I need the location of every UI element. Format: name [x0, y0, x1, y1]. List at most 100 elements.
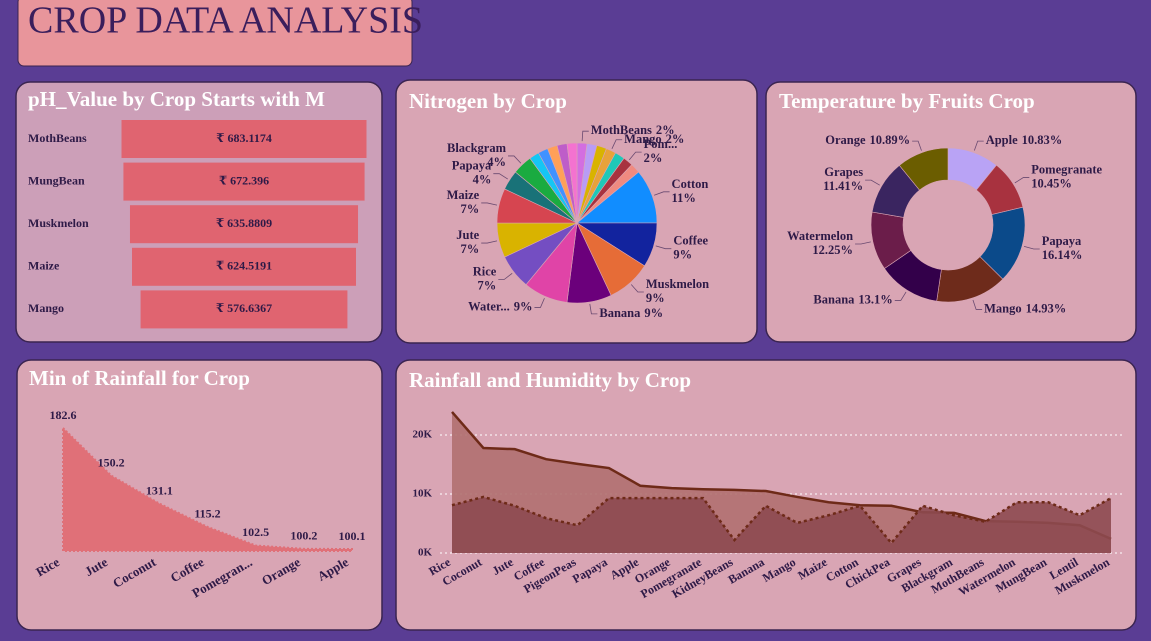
- leader-line: [654, 191, 670, 196]
- leader-line: [865, 179, 880, 186]
- category-label: MothBeans: [591, 123, 652, 137]
- leader-line: [973, 140, 984, 151]
- value-label: 14.93%: [1026, 301, 1067, 315]
- leader-line: [912, 140, 922, 151]
- value-label: 7%: [478, 278, 497, 292]
- slice-label: Maize 7%: [447, 188, 480, 216]
- value-label: ₹ 683.1174: [216, 131, 272, 145]
- category-label: MothBeans: [28, 131, 87, 145]
- category-label: Watermelon: [787, 229, 853, 243]
- category-label: Orange: [825, 133, 866, 147]
- data-label: 182.6: [50, 408, 77, 422]
- leader-line: [493, 173, 508, 180]
- value-label: 4%: [487, 155, 506, 169]
- value-label: ₹ 672.396: [219, 173, 269, 187]
- y-tick-label: 20K: [412, 429, 432, 441]
- leader-line: [589, 303, 598, 315]
- data-label: 150.2: [98, 455, 125, 469]
- data-label: 115.2: [194, 507, 220, 521]
- leader-line: [534, 298, 545, 308]
- category-label: Mango: [28, 301, 64, 315]
- slice-label: Apple 10.83%: [986, 133, 1063, 147]
- leader-line: [972, 299, 983, 310]
- value-label: 2%: [666, 132, 685, 146]
- area: [452, 496, 1111, 553]
- category-label: Banana: [813, 292, 855, 306]
- value-label: ₹ 576.6367: [216, 301, 272, 315]
- value-label: ₹ 624.5191: [216, 259, 272, 273]
- chart-title: Temperature by Fruits Crop: [779, 89, 1035, 113]
- slice-label: Papaya 16.14%: [1042, 234, 1083, 262]
- slice-label: Watermelon 12.25%: [787, 229, 853, 257]
- chart-title: Rainfall and Humidity by Crop: [409, 368, 691, 392]
- category-label: Grapes: [824, 165, 863, 179]
- slice-label: Mango 2%: [624, 132, 684, 146]
- slice: [898, 147, 949, 191]
- data-label: 131.1: [146, 483, 173, 497]
- leader-line: [855, 241, 871, 245]
- chart-title: Min of Rainfall for Crop: [29, 366, 250, 390]
- value-label: 10.83%: [1022, 133, 1063, 147]
- slice-label: Muskmelon 9%: [646, 277, 709, 305]
- slice-label: Banana 9%: [599, 306, 663, 320]
- value-label: 9%: [514, 299, 533, 313]
- category-label: Apple: [986, 133, 1018, 147]
- category-label: Blackgram: [447, 141, 507, 155]
- category-label: Water...: [468, 299, 510, 313]
- value-label: 9%: [646, 291, 665, 305]
- category-label: Papaya: [1042, 234, 1082, 248]
- y-tick-label: 0K: [418, 547, 433, 559]
- slice-label: Papaya 4%: [452, 159, 492, 187]
- chart-title: Nitrogen by Crop: [409, 89, 567, 113]
- slice-label: Water... 9%: [468, 299, 532, 313]
- value-label: 9%: [644, 306, 663, 320]
- value-label: 9%: [673, 248, 692, 262]
- category-label: Maize: [28, 259, 60, 273]
- value-label: 16.14%: [1042, 248, 1083, 262]
- leader-line: [1023, 245, 1040, 250]
- value-label: 4%: [473, 173, 492, 187]
- bar: [140, 290, 348, 329]
- leader-line: [481, 202, 498, 206]
- slice-label: Banana 13.1%: [813, 292, 892, 306]
- category-label: Papaya: [452, 159, 492, 173]
- bar: [132, 247, 356, 286]
- value-label: 7%: [460, 202, 479, 216]
- slice-label: Blackgram 4%: [447, 141, 507, 169]
- value-label: 12.25%: [812, 243, 853, 257]
- chart-title: pH_Value by Crop Starts with M: [28, 87, 325, 111]
- slice-label: Rice 7%: [473, 264, 497, 292]
- slice-label: Mango 14.93%: [984, 301, 1066, 315]
- category-label: Coffee: [673, 234, 708, 248]
- leader-line: [1014, 177, 1030, 184]
- category-label: Muskmelon: [28, 216, 89, 230]
- value-label: 2%: [644, 151, 663, 165]
- category-label: Mango: [624, 132, 662, 146]
- data-label: 102.5: [242, 525, 269, 539]
- leader-line: [498, 272, 513, 280]
- slice-label: Pom... 2%: [644, 137, 678, 165]
- slice-label: Grapes 11.41%: [823, 165, 863, 193]
- leader-line: [628, 151, 642, 161]
- title-box: [17, 0, 413, 67]
- leader-line: [611, 139, 623, 149]
- bar: [129, 205, 359, 244]
- value-label: ₹ 635.8809: [216, 216, 272, 230]
- bar: [121, 120, 367, 158]
- data-label: 100.1: [339, 529, 366, 543]
- panel: [765, 81, 1137, 343]
- value-label: 10.89%: [870, 133, 911, 147]
- bar: [123, 162, 365, 201]
- leader-line: [630, 284, 644, 293]
- leader-line: [581, 130, 589, 142]
- leader-line: [655, 245, 672, 250]
- value-label: 7%: [460, 242, 479, 256]
- value-label: 13.1%: [858, 292, 892, 306]
- slice-label: Pomegranate 10.45%: [1031, 162, 1102, 190]
- category-label: Pomegranate: [1031, 162, 1102, 176]
- category-label: Maize: [447, 188, 480, 202]
- area: [62, 425, 353, 552]
- category-label: MungBean: [28, 173, 85, 187]
- slice: [566, 142, 578, 224]
